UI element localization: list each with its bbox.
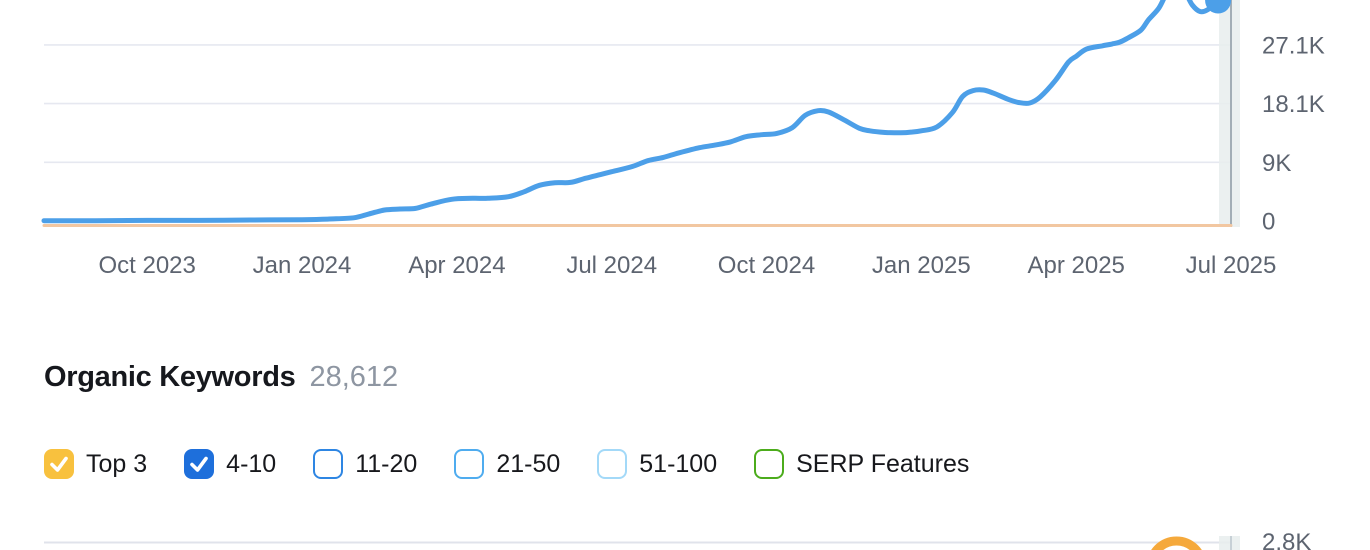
filter-label: 4-10 — [226, 450, 277, 478]
last-point-marker[interactable] — [1205, 0, 1232, 14]
organic-traffic-chart: 27.1K 18.1K 9K 0 Oct 2023 Jan 2024 Apr 2024 Jul… — [41, 0, 1325, 279]
y-tick-label: 0 — [1262, 209, 1275, 236]
x-tick-label: Jan 2025 — [872, 252, 971, 279]
filter-4-10[interactable]: 4-10 — [184, 449, 276, 479]
filter-label: 51-100 — [639, 450, 718, 478]
keywords-count: 28,612 — [309, 361, 399, 393]
y-tick-label: 27.1K — [1262, 32, 1325, 59]
x-tick-label: Oct 2023 — [98, 252, 195, 279]
organic-keywords-heading: Organic Keywords 28,612 — [44, 361, 398, 394]
filter-top-3[interactable]: Top 3 — [44, 449, 147, 479]
organic-traffic-line — [41, 0, 1221, 224]
filter-label: 11-20 — [355, 450, 418, 478]
x-tick-label: Jul 2024 — [566, 252, 657, 279]
y-tick-label: 9K — [1262, 150, 1291, 177]
filter-label: Top 3 — [86, 450, 148, 478]
top3-point-marker[interactable] — [1151, 536, 1203, 550]
checkbox-4-10[interactable] — [184, 449, 215, 479]
checkbox-serp-features[interactable] — [754, 449, 785, 479]
y-tick-label: 2.8K — [1262, 529, 1311, 550]
checkbox-51-100[interactable] — [597, 449, 628, 479]
checkbox-top-3[interactable] — [44, 449, 74, 479]
y-tick-label: 18.1K — [1262, 91, 1325, 118]
checkbox-11-20[interactable] — [313, 449, 344, 479]
organic-keywords-chart: 2.8K — [44, 529, 1311, 550]
checkbox-21-50[interactable] — [454, 449, 485, 479]
current-period-band — [1219, 0, 1240, 227]
x-tick-label: Apr 2025 — [1027, 252, 1124, 279]
page-title: Organic Keywords — [44, 361, 296, 393]
x-tick-label: Jul 2025 — [1186, 252, 1277, 279]
filter-11-20[interactable]: 11-20 — [313, 449, 417, 479]
x-tick-label: Oct 2024 — [718, 252, 815, 279]
x-tick-label: Jan 2024 — [253, 252, 352, 279]
x-tick-label: Apr 2024 — [408, 252, 505, 279]
filter-serp-features[interactable]: SERP Features — [754, 449, 969, 479]
check-icon — [190, 456, 208, 472]
filter-label: 21-50 — [496, 450, 561, 478]
position-filters: Top 3 4-10 11-20 21-50 51-100 SERP Features — [44, 449, 969, 479]
check-icon — [50, 456, 68, 472]
filter-label: SERP Features — [796, 450, 970, 478]
filter-51-100[interactable]: 51-100 — [597, 449, 717, 479]
filter-21-50[interactable]: 21-50 — [454, 449, 560, 479]
current-period-band — [1219, 536, 1240, 550]
